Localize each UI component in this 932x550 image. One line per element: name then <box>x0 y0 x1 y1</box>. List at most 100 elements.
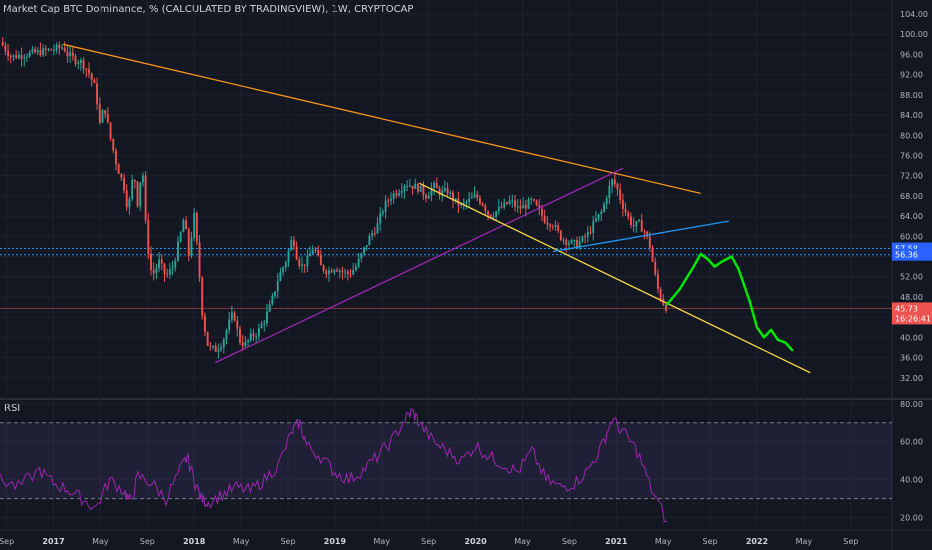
candle-body <box>522 204 525 209</box>
x-tick-label: May <box>796 537 813 546</box>
candle-body <box>532 199 535 201</box>
candle-body <box>69 52 72 57</box>
y-tick-label: 68.00 <box>900 192 923 201</box>
candle-body <box>71 52 74 57</box>
candle-body <box>301 264 303 266</box>
y-tick-label: 40.00 <box>900 333 923 342</box>
candle-body <box>147 220 150 254</box>
candle-body <box>546 222 549 225</box>
candle-body <box>222 339 225 348</box>
trendline-channel <box>418 182 811 374</box>
candle-body <box>298 259 301 266</box>
candle-body <box>346 271 349 275</box>
candle-body <box>646 231 649 237</box>
candle-body <box>624 208 627 213</box>
candle-body <box>311 250 314 254</box>
candle-body <box>460 203 463 206</box>
candle-body <box>470 197 473 199</box>
candle-body <box>150 253 152 270</box>
rsi-layer <box>0 408 667 523</box>
price-levels-layer <box>0 248 892 309</box>
candle-body <box>209 345 212 347</box>
candle-body <box>503 202 506 208</box>
candle-body <box>152 269 155 274</box>
candle-body <box>96 83 99 105</box>
x-tick-label: Sep <box>703 537 718 546</box>
candle-body <box>241 342 244 346</box>
candle-body <box>82 59 85 69</box>
candle-body <box>390 198 392 201</box>
y-tick-label: 80.00 <box>900 131 923 140</box>
candle-body <box>643 231 646 233</box>
candle-body <box>438 188 441 196</box>
candle-body <box>333 269 336 273</box>
candle-body <box>349 274 352 276</box>
projection-path <box>665 252 794 352</box>
candle-body <box>255 336 258 338</box>
candle-body <box>473 194 476 198</box>
candle-body <box>398 193 401 196</box>
candle-body <box>217 349 220 352</box>
candle-body <box>177 241 179 261</box>
candle-body <box>476 194 479 198</box>
candle-body <box>535 200 538 206</box>
candle-body <box>179 232 182 242</box>
candle-body <box>52 49 55 51</box>
candle-body <box>630 216 632 225</box>
candle-body <box>7 51 10 57</box>
candle-body <box>371 233 374 236</box>
candle-body <box>42 48 45 56</box>
candle-body <box>271 296 274 304</box>
candle-body <box>34 49 36 53</box>
candle-body <box>567 243 570 245</box>
candle-body <box>44 48 47 50</box>
rsi-y-tick-label: 80.00 <box>900 400 923 409</box>
candle-body <box>406 186 409 188</box>
candle-body <box>88 69 90 74</box>
candle-body <box>638 220 640 222</box>
candle-body <box>295 246 298 260</box>
candle-body <box>538 205 541 209</box>
price-label-box <box>892 248 932 261</box>
rsi-y-tick-label: 40.00 <box>900 476 923 485</box>
candle-body <box>244 341 247 346</box>
candle-body <box>338 270 341 272</box>
candle-body <box>117 164 120 174</box>
x-tick-label: 2022 <box>746 537 768 546</box>
candle-body <box>373 233 376 235</box>
chart-title: Market Cap BTC Dominance, % (CALCULATED … <box>3 4 414 15</box>
candle-body <box>597 214 600 219</box>
candle-body <box>621 199 624 209</box>
candle-body <box>613 179 616 184</box>
candle-body <box>79 59 82 64</box>
candle-body <box>236 320 239 329</box>
candle-body <box>292 240 295 247</box>
candle-body <box>497 206 500 212</box>
candle-body <box>306 256 309 267</box>
candle-body <box>314 250 317 252</box>
candle-body <box>328 270 330 275</box>
candle-body <box>4 45 7 52</box>
candle-body <box>303 264 306 267</box>
candle-body <box>28 52 31 57</box>
candle-body <box>284 262 287 268</box>
candle-body <box>9 56 12 58</box>
y-tick-label: 104.00 <box>900 10 928 19</box>
candle-body <box>325 270 328 275</box>
trendline-resistance <box>63 43 701 195</box>
candle-body <box>39 49 42 56</box>
candle-body <box>592 221 595 233</box>
candle-body <box>416 183 419 192</box>
candle-body <box>640 220 643 232</box>
x-tick-label: 2021 <box>605 537 628 546</box>
candle-body <box>487 211 489 215</box>
candle-body <box>322 265 325 271</box>
candle-body <box>352 269 355 275</box>
candle-body <box>648 236 651 248</box>
candle-body <box>260 324 263 328</box>
candle-body <box>581 236 584 242</box>
candle-body <box>158 259 161 268</box>
candle-body <box>193 212 196 238</box>
candle-body <box>58 44 61 48</box>
